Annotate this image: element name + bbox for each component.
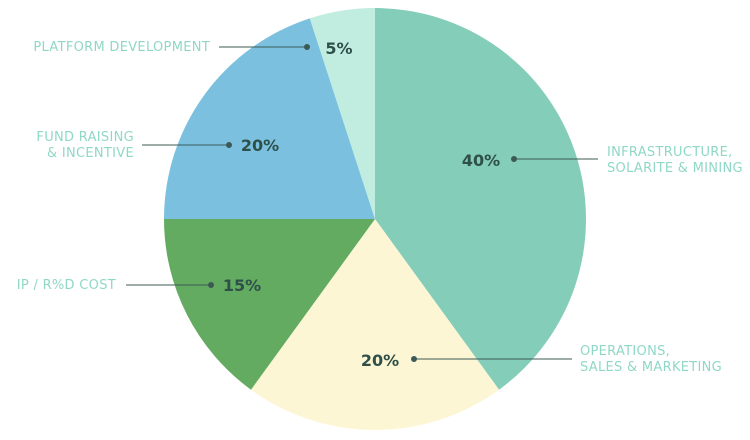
category-label-ip-r-d-cost: IP / R%D COST <box>17 278 116 293</box>
pie-slice-ip-r-d-cost <box>164 219 375 390</box>
category-label-line: SALES & MARKETING <box>580 360 722 375</box>
percent-label-platform-development: 5% <box>325 39 352 58</box>
category-label-line: INFRASTRUCTURE, <box>607 145 733 160</box>
leader-dot-infrastructure-solarite-mining <box>511 156 517 162</box>
percent-label-operations-sales-marketing: 20% <box>361 351 399 370</box>
leader-dot-operations-sales-marketing <box>411 356 417 362</box>
category-label-line: OPERATIONS, <box>580 344 670 359</box>
category-label-line: PLATFORM DEVELOPMENT <box>33 40 210 55</box>
percent-label-fund-raising-incentive: 20% <box>241 136 279 155</box>
pie-slice-infrastructure-solarite-mining <box>375 8 586 390</box>
leader-dot-fund-raising-incentive <box>226 142 232 148</box>
category-label-line: SOLARITE & MINING <box>607 161 743 176</box>
leader-dot-ip-r-d-cost <box>208 282 214 288</box>
slices-layer <box>164 8 586 430</box>
category-label-line: FUND RAISING <box>36 130 134 145</box>
category-label-line: & INCENTIVE <box>47 146 134 161</box>
category-label-infrastructure-solarite-mining: INFRASTRUCTURE, SOLARITE & MINING <box>607 145 743 176</box>
percent-label-infrastructure-solarite-mining: 40% <box>462 151 500 170</box>
category-label-platform-development: PLATFORM DEVELOPMENT <box>33 40 210 55</box>
category-label-line: IP / R%D COST <box>17 278 116 293</box>
pie-slice-operations-sales-marketing <box>250 219 500 430</box>
leaders-layer <box>126 44 598 362</box>
category-label-fund-raising-incentive: FUND RAISING & INCENTIVE <box>36 130 134 161</box>
leader-dot-platform-development <box>304 44 310 50</box>
pie-slice-fund-raising-incentive <box>164 18 375 219</box>
category-label-operations-sales-marketing: OPERATIONS, SALES & MARKETING <box>580 344 722 375</box>
labels-layer: 40% INFRASTRUCTURE, SOLARITE & MINING 20% OP… <box>17 39 743 375</box>
pie-slice-platform-development <box>309 8 375 219</box>
percent-label-ip-r-d-cost: 15% <box>223 276 261 295</box>
